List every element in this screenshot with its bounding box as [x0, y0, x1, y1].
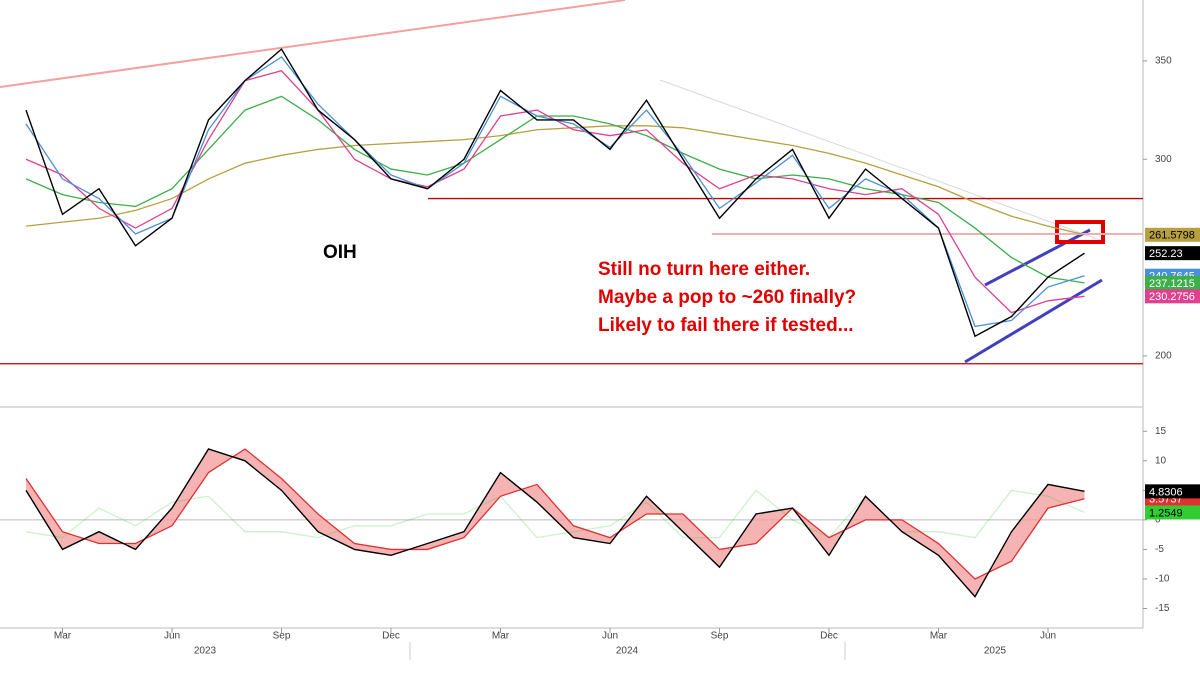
- chart-title: OIH: [323, 242, 357, 263]
- last-value-label: 4.8306: [1149, 486, 1183, 498]
- year-label: 2025: [984, 646, 1007, 657]
- trendline: [659, 79, 1101, 241]
- x-tick-label: Mar: [492, 631, 510, 642]
- highlight-box: [1055, 220, 1105, 244]
- y-tick-label: 200: [1155, 350, 1172, 361]
- last-value-tag: [1145, 484, 1200, 499]
- last-value-label: 230.2756: [1149, 291, 1195, 303]
- y-tick-label: -5: [1155, 544, 1164, 555]
- x-tick-label: Mar: [54, 631, 72, 642]
- last-value-label: 237.1215: [1149, 278, 1195, 290]
- series-line: [25, 125, 1085, 236]
- last-value-tag: [1145, 246, 1200, 261]
- y-tick-label: 300: [1155, 154, 1172, 165]
- y-tick-label: 15: [1155, 426, 1167, 437]
- annotation: Maybe a pop to ~260 finally?: [598, 287, 856, 308]
- y-tick-label: 350: [1155, 56, 1172, 67]
- last-value-tag: [1145, 227, 1200, 242]
- last-value-tag: [1145, 275, 1200, 290]
- annotation: Still no turn here either.: [598, 259, 810, 280]
- year-label: 2024: [616, 646, 639, 657]
- series-line: [25, 48, 1085, 338]
- last-value-label: 252.23: [1149, 248, 1183, 260]
- channel-line: [984, 228, 1091, 287]
- last-value-label: 1.2549: [1149, 507, 1183, 519]
- series-line: [25, 489, 1085, 539]
- x-tick-label: Sep: [273, 631, 291, 642]
- series-line: [25, 95, 1085, 284]
- channel-line: [964, 278, 1103, 364]
- last-value-tag: [1145, 505, 1200, 520]
- x-tick-label: Jun: [602, 631, 618, 642]
- last-value-label: 261.5798: [1149, 230, 1195, 242]
- y-tick-label: 0: [1155, 515, 1161, 526]
- series-line: [25, 448, 1085, 598]
- x-tick-label: Dec: [382, 631, 400, 642]
- x-tick-label: Jun: [1040, 631, 1056, 642]
- x-tick-label: Sep: [711, 631, 729, 642]
- y-tick-label: -10: [1155, 574, 1170, 585]
- y-tick-label: 10: [1155, 455, 1167, 466]
- series-line: [25, 448, 1085, 580]
- trendline: [0, 0, 626, 88]
- x-tick-label: Dec: [820, 631, 838, 642]
- oscillator-fill: [26, 448, 1085, 597]
- last-value-tag: [1145, 289, 1200, 304]
- annotation: Likely to fail there if tested...: [598, 315, 854, 336]
- year-label: 2023: [194, 646, 217, 657]
- y-tick-label: -15: [1155, 603, 1170, 614]
- x-tick-label: Mar: [930, 631, 948, 642]
- x-tick-label: Jun: [164, 631, 180, 642]
